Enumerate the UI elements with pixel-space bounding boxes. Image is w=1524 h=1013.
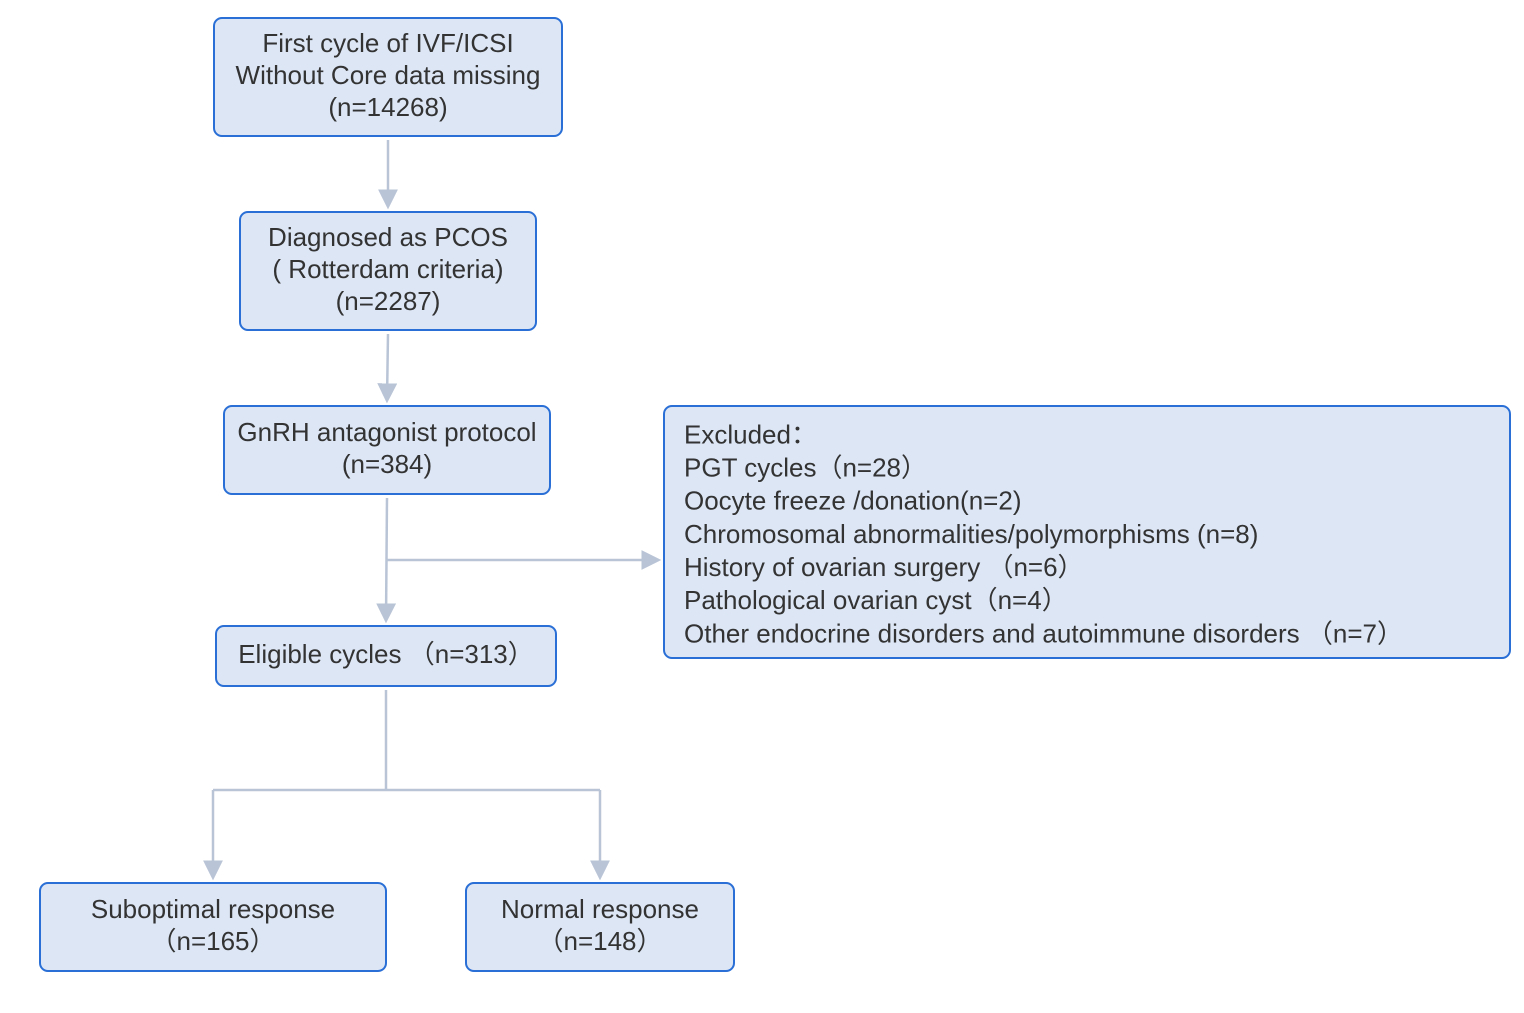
node-n3-line-0: GnRH antagonist protocol: [237, 417, 536, 447]
node-excl-line-4: History of ovarian surgery （n=6）: [684, 552, 1084, 582]
node-excl-line-5: Pathological ovarian cyst（n=4）: [684, 585, 1068, 615]
node-n1: First cycle of IVF/ICSIWithout Core data…: [214, 18, 562, 136]
node-n5-line-1: （n=165）: [150, 926, 275, 956]
node-n2-line-1: ( Rotterdam criteria): [272, 254, 503, 284]
node-excl: Excluded： PGT cycles（n=28）Oocyte freeze /…: [664, 406, 1510, 658]
node-n6-line-1: （n=148）: [537, 926, 662, 956]
node-excl-line-1: PGT cycles（n=28）: [684, 453, 927, 483]
node-n1-line-1: Without Core data missing: [236, 60, 541, 90]
node-n2: Diagnosed as PCOS( Rotterdam criteria)(n…: [240, 212, 536, 330]
node-excl-line-6: Other endocrine disorders and autoimmune…: [684, 618, 1403, 648]
node-n1-line-2: (n=14268): [328, 92, 447, 122]
node-n2-line-0: Diagnosed as PCOS: [268, 222, 508, 252]
node-n5-line-0: Suboptimal response: [91, 894, 335, 924]
flowchart-canvas: First cycle of IVF/ICSIWithout Core data…: [0, 0, 1524, 1013]
node-n5: Suboptimal response（n=165）: [40, 883, 386, 971]
node-n4-line-0: Eligible cycles （n=313）: [238, 639, 534, 669]
node-n3-line-1: (n=384): [342, 449, 432, 479]
node-n6: Normal response（n=148）: [466, 883, 734, 971]
arrow-n2-n3: [387, 334, 388, 400]
node-n3: GnRH antagonist protocol(n=384): [224, 406, 550, 494]
node-n2-line-2: (n=2287): [336, 286, 441, 316]
node-excl-line-3: Chromosomal abnormalities/polymorphisms …: [684, 519, 1258, 549]
node-n4: Eligible cycles （n=313）: [216, 626, 556, 686]
node-n6-line-0: Normal response: [501, 894, 699, 924]
node-excl-line-2: Oocyte freeze /donation(n=2): [684, 486, 1021, 516]
node-excl-line-0: Excluded：: [684, 419, 817, 449]
arrow-n3-n4: [386, 498, 387, 620]
node-n1-line-0: First cycle of IVF/ICSI: [262, 28, 513, 58]
